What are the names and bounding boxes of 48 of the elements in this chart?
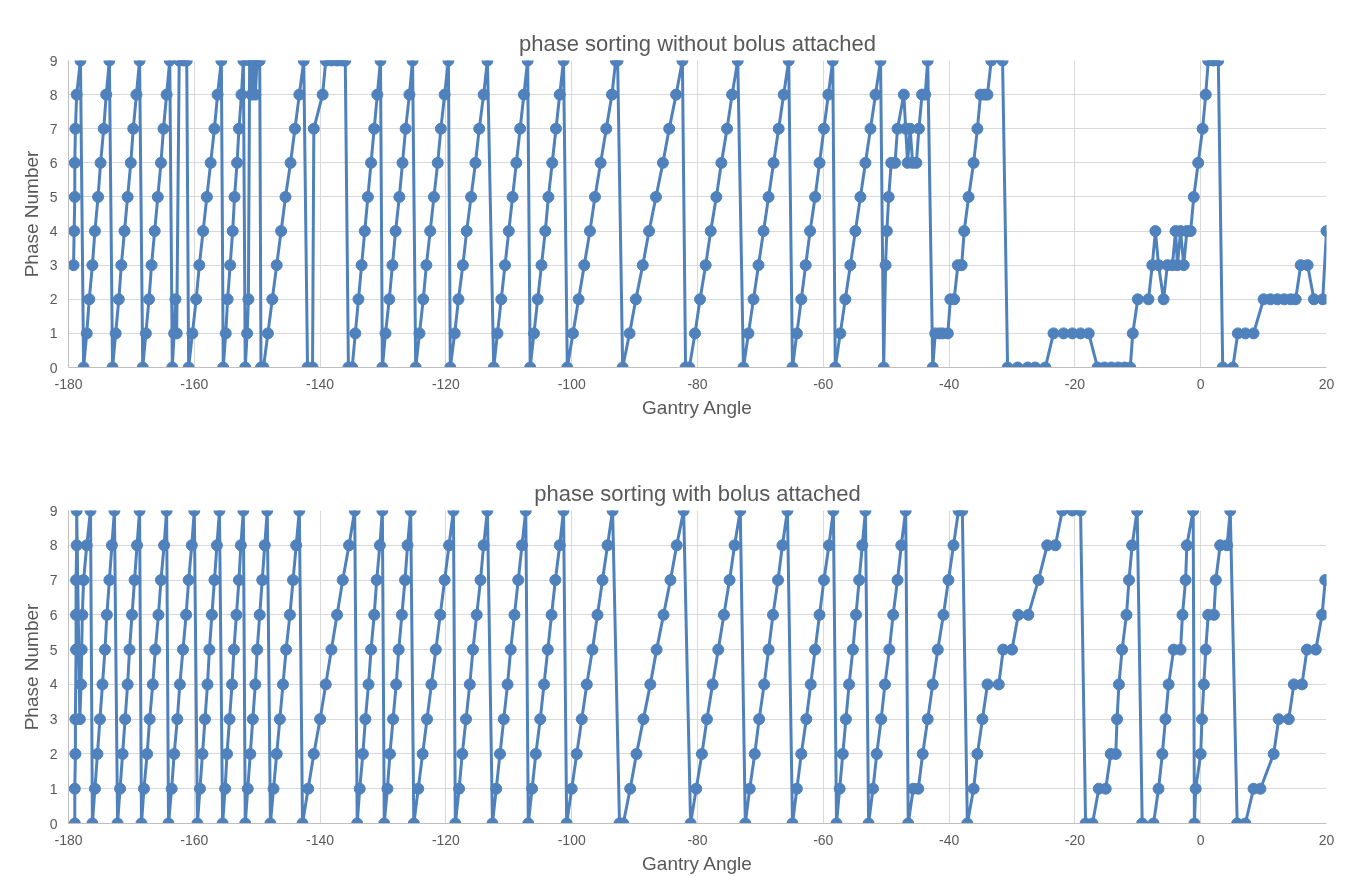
y-tick-label: 3 bbox=[49, 711, 58, 728]
y-tick-label: 1 bbox=[49, 780, 58, 797]
x-tick-label: -140 bbox=[306, 831, 335, 848]
x-tick-label: -160 bbox=[180, 375, 209, 392]
y-tick-label: 6 bbox=[49, 606, 58, 623]
x-tick-label: -100 bbox=[557, 375, 586, 392]
y-tick-label: 9 bbox=[49, 502, 58, 519]
y-tick-label: 7 bbox=[49, 572, 58, 589]
y-tick-label: 4 bbox=[49, 223, 58, 240]
y-tick-label: 6 bbox=[49, 154, 58, 171]
x-axis-title: Gantry Angle bbox=[642, 852, 752, 874]
y-tick-label: 5 bbox=[49, 188, 58, 205]
x-tick-label: -180 bbox=[54, 831, 83, 848]
y-axis-title: Phase Number bbox=[20, 149, 42, 278]
x-tick-label: -100 bbox=[557, 831, 586, 848]
y-tick-label: 3 bbox=[49, 257, 58, 274]
y-tick-label: 0 bbox=[49, 359, 58, 376]
x-tick-label: -80 bbox=[687, 375, 708, 392]
x-tick-label: -180 bbox=[54, 375, 83, 392]
y-tick-label: 7 bbox=[49, 120, 58, 137]
x-tick-label: 0 bbox=[1196, 831, 1205, 848]
x-tick-label: 20 bbox=[1318, 375, 1335, 392]
x-tick-label: -160 bbox=[180, 831, 209, 848]
x-tick-label: -40 bbox=[938, 375, 960, 392]
x-tick-label: -40 bbox=[938, 831, 960, 848]
chart-title: phase sorting with bolus attached bbox=[534, 480, 861, 506]
y-tick-label: 9 bbox=[49, 52, 58, 69]
x-tick-label: -20 bbox=[1064, 831, 1086, 848]
chart-title: phase sorting without bolus attached bbox=[518, 30, 877, 56]
x-tick-label: -120 bbox=[431, 375, 461, 392]
y-tick-label: 8 bbox=[49, 86, 58, 103]
x-tick-label: -80 bbox=[687, 831, 708, 848]
y-tick-label: 8 bbox=[49, 537, 58, 554]
y-tick-label: 4 bbox=[49, 676, 58, 693]
y-tick-label: 1 bbox=[49, 325, 58, 342]
y-axis-title: Phase Number bbox=[20, 602, 42, 731]
x-axis-title: Gantry Angle bbox=[642, 396, 752, 418]
x-tick-label: 20 bbox=[1318, 831, 1335, 848]
x-tick-label: -60 bbox=[813, 831, 834, 848]
y-tick-label: 2 bbox=[49, 745, 58, 762]
x-tick-label: -140 bbox=[306, 375, 335, 392]
x-tick-label: -20 bbox=[1064, 375, 1086, 392]
y-tick-label: 2 bbox=[49, 291, 58, 308]
y-tick-label: 5 bbox=[49, 641, 58, 658]
x-tick-label: 0 bbox=[1196, 375, 1205, 392]
y-tick-label: 0 bbox=[49, 815, 58, 832]
x-tick-label: -120 bbox=[431, 831, 461, 848]
x-tick-label: -60 bbox=[813, 375, 834, 392]
